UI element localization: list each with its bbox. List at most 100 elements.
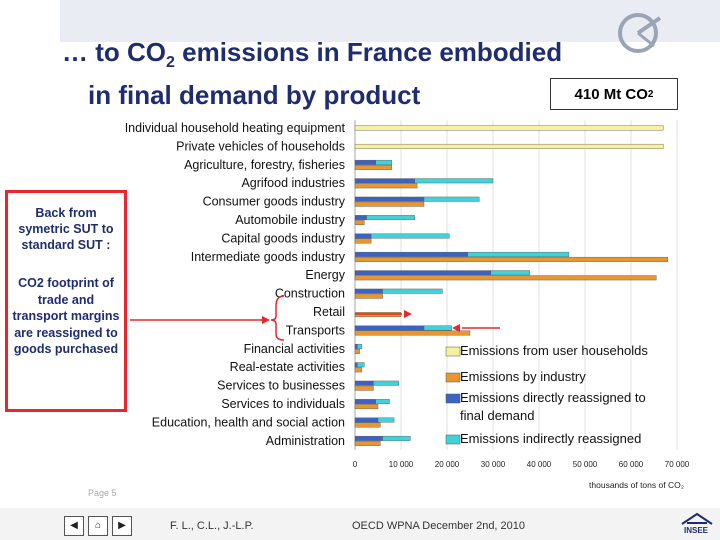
- arrow-head-right: [262, 316, 270, 324]
- bar-industry: [354, 385, 374, 391]
- category-label: Transports: [286, 323, 345, 337]
- legend-label: Emissions by industry: [460, 369, 586, 384]
- home-button[interactable]: ⌂: [88, 516, 108, 536]
- bar-indirect: [467, 251, 570, 257]
- category-label: Agriculture, forestry, fisheries: [184, 158, 345, 172]
- bar-direct: [354, 435, 383, 441]
- category-label: Services to individuals: [221, 397, 345, 411]
- legend-label: Emissions from user households: [460, 343, 648, 358]
- triangle-right-icon: ▶: [118, 520, 126, 531]
- legend-swatch-user: [445, 346, 461, 357]
- bar-direct: [354, 362, 358, 368]
- category-label: Energy: [305, 268, 345, 282]
- prev-slide-button[interactable]: ◀: [64, 516, 84, 536]
- bar-direct: [354, 251, 468, 257]
- legend-swatch-indirect: [445, 434, 461, 445]
- bar-direct: [354, 380, 374, 386]
- bar-user: [354, 125, 664, 131]
- x-tick-label: 60 000: [619, 460, 644, 469]
- bar-direct: [354, 159, 376, 165]
- bar-direct: [354, 417, 379, 423]
- bar-industry: [354, 422, 381, 428]
- bracket-annotation: [270, 295, 285, 341]
- insee-logo-text: INSEE: [684, 526, 709, 535]
- bar-indirect: [423, 196, 480, 202]
- x-axis-label: thousands of tons of CO₂: [589, 480, 684, 490]
- bar-indirect: [373, 380, 399, 386]
- page-title: … to CO2 emissions in France embodied in…: [62, 37, 563, 111]
- bar-indirect: [490, 270, 531, 276]
- x-tick-label: 0: [353, 460, 358, 469]
- bar-indirect: [414, 178, 494, 184]
- x-tick-label: 40 000: [527, 460, 552, 469]
- total-emissions-box: 410 Mt CO 2: [550, 78, 678, 110]
- chart-logo-icon: [608, 8, 678, 63]
- bar-direct: [354, 343, 358, 349]
- bar-industry: [354, 256, 668, 262]
- bar-indirect: [357, 362, 365, 368]
- bar-direct: [354, 215, 367, 221]
- next-slide-button[interactable]: ▶: [112, 516, 132, 536]
- category-label: Consumer goods industry: [203, 195, 346, 209]
- bar-direct: [354, 178, 415, 184]
- x-tick-label: 70 000: [665, 460, 690, 469]
- category-label: Services to businesses: [217, 379, 345, 393]
- bar-indirect: [370, 233, 450, 239]
- triangle-left-icon: ◀: [70, 520, 78, 531]
- bar-direct: [354, 288, 383, 294]
- bar-industry: [354, 183, 418, 189]
- bar-indirect: [423, 325, 452, 331]
- page-number: Page 5: [88, 488, 117, 498]
- note-box: Back from symetric SUT to standard SUT :…: [5, 190, 127, 412]
- bar-direct: [354, 196, 425, 202]
- arrow-head-transports: [452, 324, 460, 332]
- bar-user: [354, 143, 664, 149]
- bar-direct: [354, 399, 376, 405]
- bar-industry: [354, 275, 657, 281]
- header-band: [60, 0, 720, 42]
- note-text-2: CO2 footprint of trade and transport mar…: [12, 276, 120, 356]
- x-tick-label: 20 000: [435, 460, 460, 469]
- category-label: Intermediate goods industry: [191, 250, 346, 264]
- bar-industry: [354, 367, 363, 373]
- legend-label: Emissions indirectly reassigned: [460, 431, 641, 446]
- arrow-head-retail: [404, 310, 412, 318]
- bar-industry: [354, 220, 365, 226]
- x-tick-label: 50 000: [573, 460, 598, 469]
- bar-direct: [354, 270, 491, 276]
- category-label: Automobile industry: [235, 213, 346, 227]
- bar-direct: [354, 325, 425, 331]
- category-label: Capital goods industry: [221, 231, 345, 245]
- bar-indirect: [382, 288, 443, 294]
- category-label: Administration: [266, 434, 345, 448]
- category-label: Private vehicles of households: [176, 139, 345, 153]
- bar-industry: [354, 293, 383, 299]
- bar-indirect: [375, 399, 390, 405]
- x-tick-label: 10 000: [389, 460, 414, 469]
- home-icon: ⌂: [94, 520, 102, 531]
- category-label: Individual household heating equipment: [125, 121, 346, 135]
- category-label: Financial activities: [244, 342, 345, 356]
- category-label: Agrifood industries: [241, 176, 345, 190]
- bar-indirect: [375, 159, 393, 165]
- category-label: Retail: [313, 305, 345, 319]
- bar-industry: [354, 440, 381, 446]
- insee-logo-icon: [681, 512, 713, 525]
- bar-indirect: [382, 435, 411, 441]
- bar-industry: [354, 238, 372, 244]
- bar-industry: [354, 201, 425, 207]
- legend-label: Emissions directly reassigned to final de…: [460, 390, 646, 423]
- legend-swatch-direct: [445, 393, 461, 404]
- bar-industry: [354, 164, 392, 170]
- footer-event: OECD WPNA December 2nd, 2010: [352, 520, 526, 532]
- x-tick-label: 30 000: [481, 460, 506, 469]
- category-label: Education, health and social action: [152, 415, 345, 429]
- bar-industry: [354, 404, 379, 410]
- bar-indirect: [357, 343, 363, 349]
- bar-industry: [354, 330, 471, 336]
- category-label: Construction: [275, 287, 345, 301]
- bar-direct: [354, 233, 372, 239]
- legend-swatch-industry: [445, 372, 461, 383]
- bar-indirect: [366, 215, 415, 221]
